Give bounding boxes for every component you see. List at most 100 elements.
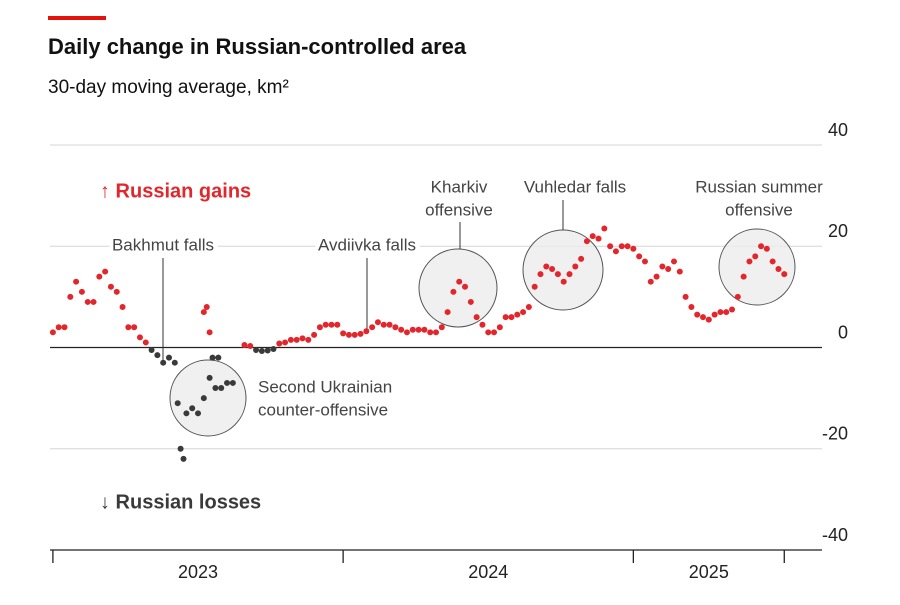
labels: -40 -20 0 20 40 2023 2024 2025 ↑ Russian gains ↓ … bbox=[100, 120, 848, 582]
data-point bbox=[427, 329, 434, 336]
data-point bbox=[340, 330, 347, 337]
data-point bbox=[258, 348, 265, 355]
data-point bbox=[624, 243, 631, 250]
data-point bbox=[131, 324, 138, 331]
data-point bbox=[549, 266, 556, 273]
data-point bbox=[641, 258, 648, 265]
data-point bbox=[276, 340, 283, 347]
data-point bbox=[746, 258, 753, 265]
data-point bbox=[438, 324, 445, 331]
data-point bbox=[209, 354, 216, 361]
data-point bbox=[647, 278, 654, 285]
data-point bbox=[769, 258, 776, 265]
data-point bbox=[636, 253, 643, 260]
data-point bbox=[293, 336, 300, 343]
data-point bbox=[763, 245, 770, 252]
data-point bbox=[398, 326, 405, 333]
annotation: counter-offensive bbox=[258, 400, 388, 419]
data-point bbox=[566, 271, 573, 278]
data-point bbox=[107, 283, 114, 290]
data-point bbox=[502, 314, 509, 321]
annotation: offensive bbox=[725, 200, 793, 219]
data-point bbox=[180, 455, 187, 462]
data-point bbox=[328, 321, 335, 328]
data-point bbox=[462, 283, 469, 290]
data-point bbox=[670, 258, 677, 265]
data-point bbox=[189, 405, 196, 412]
data-point bbox=[531, 283, 538, 290]
data-point bbox=[589, 233, 596, 240]
data-point bbox=[78, 288, 85, 295]
data-point bbox=[160, 359, 167, 366]
data-point bbox=[316, 324, 323, 331]
highlight-circle bbox=[718, 228, 796, 306]
data-point bbox=[688, 304, 695, 310]
data-point bbox=[247, 342, 254, 349]
data-point bbox=[752, 253, 759, 260]
data-point bbox=[374, 319, 381, 326]
data-point bbox=[299, 335, 306, 342]
data-point bbox=[403, 329, 410, 336]
data-point bbox=[61, 324, 68, 331]
data-point bbox=[215, 354, 222, 361]
marks bbox=[49, 225, 788, 462]
data-point bbox=[554, 271, 561, 278]
data-point bbox=[758, 243, 765, 250]
data-point bbox=[212, 385, 219, 391]
legend-label: ↑ Russian gains bbox=[100, 180, 251, 202]
data-point bbox=[775, 266, 782, 273]
x-tick-label: 2025 bbox=[689, 562, 729, 582]
data-point bbox=[345, 331, 352, 338]
data-point bbox=[200, 395, 207, 402]
data-point bbox=[578, 255, 585, 262]
data-point bbox=[253, 347, 260, 354]
data-point bbox=[473, 314, 480, 321]
data-point bbox=[224, 379, 231, 386]
data-point bbox=[607, 243, 614, 250]
annotation: Kharkiv bbox=[431, 177, 488, 196]
data-point bbox=[433, 329, 439, 336]
data-point bbox=[595, 235, 602, 242]
data-point bbox=[612, 248, 619, 255]
data-point bbox=[653, 273, 660, 280]
data-point bbox=[174, 400, 181, 407]
data-point bbox=[659, 263, 666, 270]
data-point bbox=[334, 321, 341, 328]
highlight-circles bbox=[169, 228, 796, 437]
annotation: offensive bbox=[425, 200, 493, 219]
highlight-circle bbox=[418, 248, 498, 328]
data-point bbox=[665, 266, 672, 273]
data-point bbox=[694, 311, 701, 318]
data-point bbox=[630, 245, 637, 252]
data-point bbox=[415, 326, 422, 333]
data-point bbox=[67, 293, 74, 300]
data-point bbox=[717, 309, 724, 316]
data-point bbox=[711, 311, 718, 318]
accent-bar bbox=[48, 16, 106, 20]
data-point bbox=[84, 298, 91, 305]
chart-subtitle: 30-day moving average, km² bbox=[48, 77, 289, 98]
data-point bbox=[781, 271, 788, 278]
data-point bbox=[734, 293, 741, 300]
data-point bbox=[154, 352, 161, 359]
data-point bbox=[229, 379, 236, 386]
data-point bbox=[218, 385, 225, 391]
data-point bbox=[682, 293, 689, 300]
data-point bbox=[102, 268, 109, 275]
data-point bbox=[171, 359, 178, 366]
data-point bbox=[55, 324, 62, 331]
highlight-circle bbox=[169, 359, 247, 437]
data-point bbox=[195, 410, 202, 417]
data-point bbox=[113, 288, 120, 295]
y-tick-label: 40 bbox=[828, 120, 848, 140]
data-point bbox=[363, 328, 370, 335]
y-tick-label: 0 bbox=[838, 322, 848, 342]
data-point bbox=[421, 326, 428, 333]
data-point bbox=[49, 329, 56, 336]
data-point bbox=[572, 263, 579, 270]
data-point bbox=[560, 278, 567, 285]
legend-label: ↓ Russian losses bbox=[100, 491, 261, 513]
annotation: Avdiivka falls bbox=[318, 235, 416, 254]
data-point bbox=[583, 238, 590, 245]
data-point bbox=[241, 341, 248, 348]
